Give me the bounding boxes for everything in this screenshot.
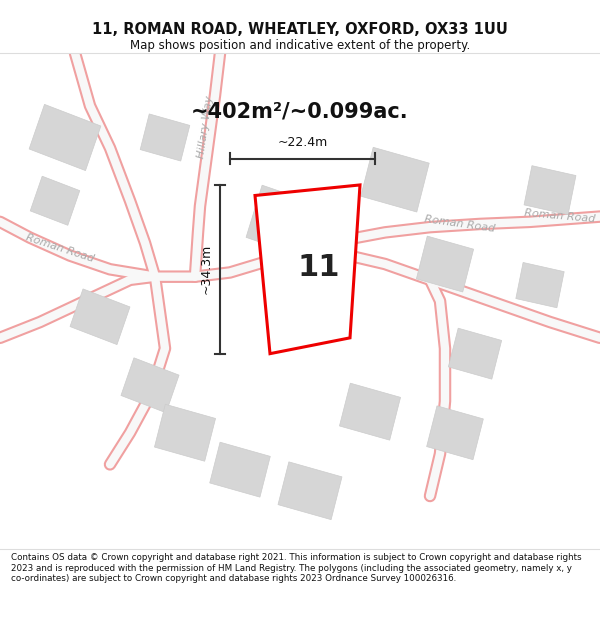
Polygon shape — [70, 289, 130, 344]
Polygon shape — [524, 166, 576, 215]
Polygon shape — [210, 442, 270, 497]
Polygon shape — [154, 404, 215, 461]
Polygon shape — [361, 148, 429, 212]
Polygon shape — [516, 262, 564, 308]
Text: 11, ROMAN ROAD, WHEATLEY, OXFORD, OX33 1UU: 11, ROMAN ROAD, WHEATLEY, OXFORD, OX33 1… — [92, 22, 508, 38]
Text: Roman Road: Roman Road — [524, 209, 596, 224]
Text: ~402m²/~0.099ac.: ~402m²/~0.099ac. — [191, 101, 409, 121]
Text: ~22.4m: ~22.4m — [277, 136, 328, 149]
Polygon shape — [246, 185, 324, 259]
Text: Contains OS data © Crown copyright and database right 2021. This information is : Contains OS data © Crown copyright and d… — [11, 553, 581, 583]
Polygon shape — [278, 462, 342, 519]
Polygon shape — [416, 236, 473, 292]
Text: ~34.3m: ~34.3m — [199, 244, 212, 294]
Polygon shape — [140, 114, 190, 161]
Text: Roman Road: Roman Road — [424, 214, 496, 234]
Polygon shape — [121, 358, 179, 412]
Polygon shape — [427, 406, 484, 459]
Text: 11: 11 — [298, 254, 340, 282]
Polygon shape — [29, 104, 101, 171]
Text: Map shows position and indicative extent of the property.: Map shows position and indicative extent… — [130, 39, 470, 51]
Polygon shape — [448, 328, 502, 379]
Polygon shape — [340, 383, 401, 440]
Text: Roman Road: Roman Road — [25, 232, 95, 264]
Text: Roman Road: Roman Road — [265, 246, 335, 278]
Text: Hillary Way: Hillary Way — [196, 95, 214, 159]
Polygon shape — [30, 176, 80, 226]
Polygon shape — [255, 185, 360, 354]
